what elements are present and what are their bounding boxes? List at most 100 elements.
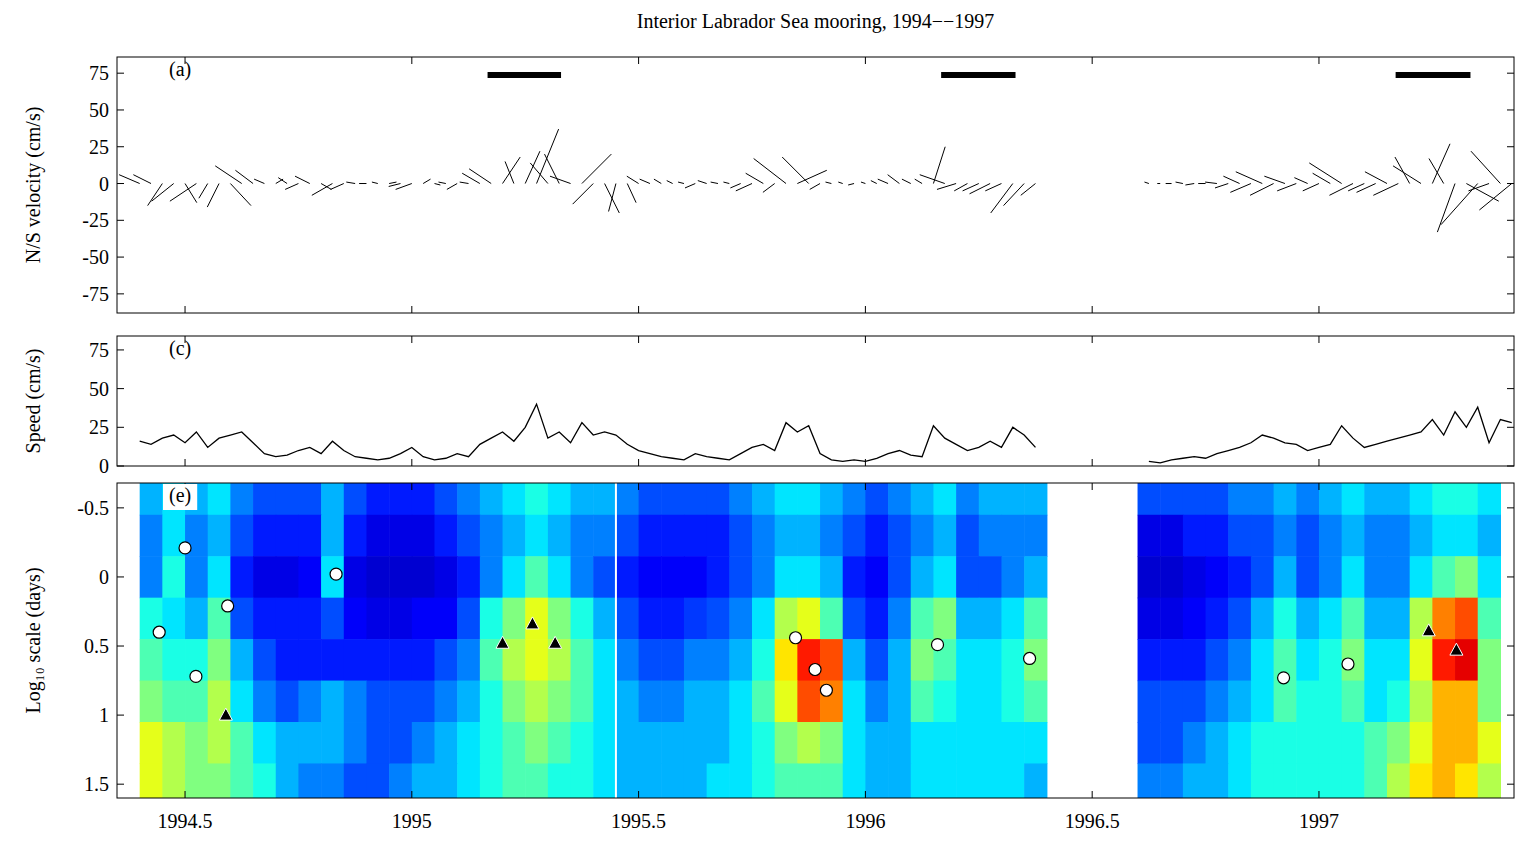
heat-cell (1228, 515, 1251, 557)
heat-cell (843, 515, 866, 557)
heat-cell (1228, 763, 1251, 798)
circle-marker (153, 626, 165, 638)
heat-cell (525, 483, 548, 515)
y-tick (1507, 507, 1514, 508)
velocity-stick (254, 179, 264, 183)
velocity-stick (915, 179, 922, 183)
y-tick (117, 257, 124, 258)
x-tick (865, 57, 866, 64)
heat-cell (412, 681, 435, 723)
heat-cell (616, 722, 639, 764)
heat-cell (162, 598, 185, 640)
heat-cell (820, 763, 843, 798)
heat-cell (843, 598, 866, 640)
heat-cell (729, 515, 752, 557)
heat-cell (775, 722, 798, 764)
y-tick (1507, 146, 1514, 147)
x-tick (185, 306, 186, 313)
heat-cell (1024, 681, 1047, 723)
heat-cell (298, 483, 321, 515)
heat-cell (911, 598, 934, 640)
heat-cell (1138, 681, 1161, 723)
heat-cell (684, 515, 707, 557)
velocity-stick (396, 184, 412, 190)
heat-cell (548, 763, 571, 798)
heat-cell (571, 515, 594, 557)
heat-cell (775, 639, 798, 681)
heat-cell (1206, 598, 1229, 640)
velocity-stick (605, 184, 620, 213)
heat-cell (911, 722, 934, 764)
y-tick-label: 0.5 (84, 635, 109, 657)
heat-cell (162, 763, 185, 798)
heat-cell (344, 639, 367, 681)
heat-cell (1251, 722, 1274, 764)
heat-cell (752, 681, 775, 723)
heat-cell (1364, 639, 1387, 681)
velocity-stick (1230, 184, 1251, 193)
heat-cell (1160, 515, 1183, 557)
heat-cell (253, 556, 276, 598)
heat-cell (185, 763, 208, 798)
heat-cell (1001, 515, 1024, 557)
heat-cell (865, 763, 888, 798)
heat-cell (276, 483, 299, 515)
panel-label-group: (e) (163, 484, 197, 510)
title: Interior Labrador Sea mooring, 1994−−199… (637, 10, 994, 33)
heat-cell (616, 515, 639, 557)
heat-cell (1387, 598, 1410, 640)
period-bar (1396, 72, 1471, 78)
velocity-stick (235, 170, 253, 183)
heat-cell (1001, 556, 1024, 598)
heat-cell (1274, 681, 1297, 723)
velocity-stick (582, 154, 611, 183)
heat-cell (911, 483, 934, 515)
heat-cell (366, 598, 389, 640)
heat-cell (729, 763, 752, 798)
heat-cell (548, 483, 571, 515)
heat-cell (1228, 556, 1251, 598)
y-tick (1507, 183, 1514, 184)
velocity-stick (902, 179, 911, 183)
heat-cell (979, 515, 1002, 557)
velocity-stick (505, 161, 514, 183)
heat-cell (1001, 722, 1024, 764)
heat-cell (298, 598, 321, 640)
heat-cell (457, 515, 480, 557)
heat-cell (1478, 639, 1501, 681)
heat-cell (1296, 681, 1319, 723)
heat-cell (185, 722, 208, 764)
heat-cell (548, 722, 571, 764)
heat-cell (775, 483, 798, 515)
panel-label: (a) (169, 58, 191, 81)
speed-line (1149, 407, 1512, 463)
heat-cell (1455, 598, 1478, 640)
heat-cell (684, 556, 707, 598)
heat-cell (593, 483, 616, 515)
heat-cell (1342, 722, 1365, 764)
heat-cell (1455, 763, 1478, 798)
heat-cell (1024, 639, 1047, 681)
heat-cell (797, 681, 820, 723)
heat-cell (276, 722, 299, 764)
heat-cell (1183, 598, 1206, 640)
plot-area (140, 483, 1501, 798)
heat-cell (276, 639, 299, 681)
y-tick (1507, 427, 1514, 428)
velocity-stick (1185, 184, 1194, 185)
velocity-stick (321, 184, 331, 190)
heat-cell (888, 763, 911, 798)
heat-cell (865, 556, 888, 598)
heat-cell (593, 722, 616, 764)
velocity-stick (389, 182, 396, 183)
heat-cell (389, 483, 412, 515)
heat-cell (1364, 598, 1387, 640)
heat-cell (185, 556, 208, 598)
velocity-stick (861, 182, 865, 183)
heat-cell (1274, 515, 1297, 557)
panel-label-group: (a) (169, 58, 191, 81)
heat-cell (1160, 722, 1183, 764)
heat-cell (1251, 763, 1274, 798)
heat-cell (1183, 483, 1206, 515)
heat-cell (820, 515, 843, 557)
